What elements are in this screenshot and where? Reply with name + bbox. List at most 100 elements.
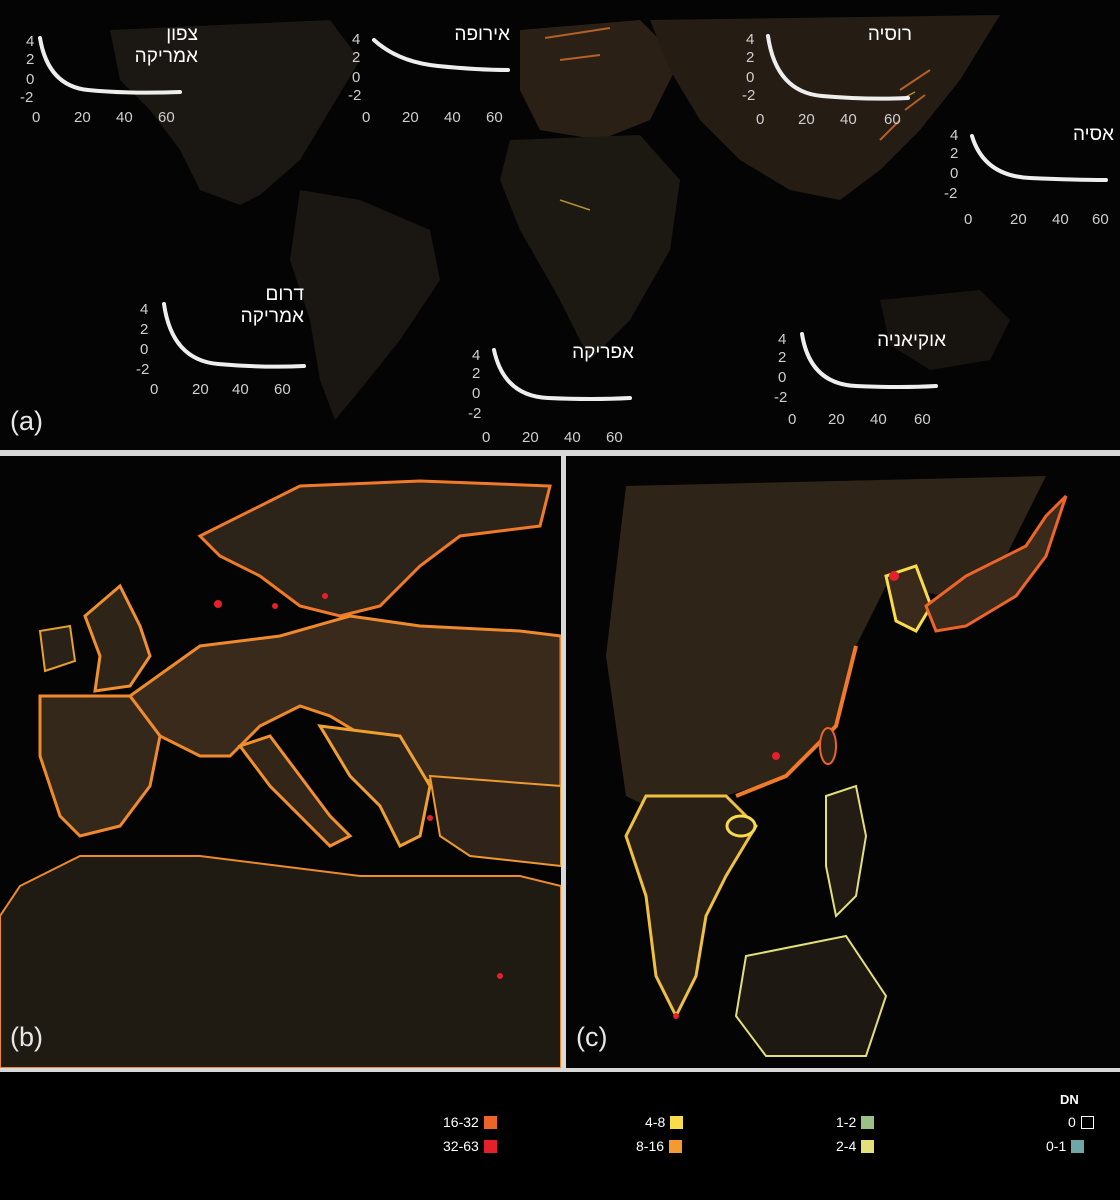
- landmass-japan: [924, 494, 1068, 633]
- region-name-africa: אפריקה: [572, 342, 634, 363]
- landmass-balkans: [317, 724, 432, 849]
- legend-label: 2-4: [836, 1138, 857, 1154]
- legend-label: 0: [1068, 1114, 1076, 1130]
- north-america-curve-chart: 4 2 0 -2 0 20 40 60: [20, 33, 182, 126]
- xtick: 20: [1010, 211, 1027, 228]
- region-curve: [372, 38, 510, 72]
- landmass-italy: [237, 734, 353, 848]
- ytick: 2: [472, 365, 480, 382]
- landmass-iberia: [38, 694, 162, 838]
- legend-label: 0-1: [1046, 1138, 1067, 1154]
- ytick: 4: [352, 31, 360, 48]
- landmass-oceania: [880, 290, 1010, 370]
- xtick: 60: [486, 109, 503, 126]
- ytick: 2: [26, 51, 34, 68]
- landmass-europe: [520, 20, 680, 140]
- legend-label: 1-2: [836, 1114, 857, 1130]
- east-asia-map: [606, 476, 1068, 1057]
- panel-label-b: (b): [10, 1022, 43, 1052]
- ytick: 2: [778, 349, 786, 366]
- region-south-america: 4 2 0 -2 0 20 40 60 דרום אמריקה: [136, 284, 316, 404]
- xtick: 0: [964, 211, 972, 228]
- legend-item-2-4: 2-4: [836, 1138, 875, 1154]
- landmass-ireland: [38, 624, 77, 673]
- ytick: 4: [472, 347, 480, 364]
- ytick: 2: [746, 49, 754, 66]
- xtick: 60: [158, 109, 175, 126]
- ytick: 0: [746, 69, 754, 86]
- landmass-south-america: [290, 190, 440, 420]
- ytick: -2: [944, 185, 957, 202]
- europe-curve-chart: 4 2 0 -2 0 20 40 60: [348, 31, 510, 126]
- xtick: 40: [444, 109, 461, 126]
- landmass-africa: [500, 135, 680, 360]
- xtick: 0: [362, 109, 370, 126]
- region-name-north-america: צפון אמריקה: [134, 24, 198, 67]
- xtick: 0: [756, 111, 764, 128]
- xtick: 20: [522, 429, 539, 446]
- xtick: 0: [32, 109, 40, 126]
- xtick: 20: [828, 411, 845, 428]
- landmass-britain: [83, 583, 152, 693]
- oceania-curve-chart: 4 2 0 -2 0 20 40 60: [774, 331, 938, 428]
- xtick: 40: [564, 429, 581, 446]
- europe-map: [0, 479, 561, 1068]
- east-asia-map-panel: (c): [566, 456, 1120, 1068]
- ytick: -2: [20, 89, 33, 106]
- xtick: 40: [116, 109, 133, 126]
- legend-item-32-63: 32-63: [443, 1138, 497, 1154]
- landmass-turkey: [428, 774, 561, 868]
- legend-item-4-8: 4-8: [645, 1114, 684, 1130]
- landmass-korea: [884, 564, 933, 633]
- legend-swatch: [861, 1115, 875, 1129]
- ytick: 0: [472, 385, 480, 402]
- africa-curve-chart: 4 2 0 -2 0 20 40 60: [468, 347, 632, 446]
- xtick: 40: [840, 111, 857, 128]
- ytick: 4: [746, 31, 754, 48]
- legend-swatch: [483, 1139, 497, 1153]
- ytick: -2: [348, 87, 361, 104]
- world-map: [110, 15, 1010, 420]
- legend-swatch: [483, 1115, 497, 1129]
- region-asia: 4 2 0 -2 0 20 40 60 אסיה: [930, 122, 1118, 237]
- region-curve: [38, 36, 182, 95]
- xtick: 60: [606, 429, 623, 446]
- legend-item-16-32: 16-32: [443, 1114, 497, 1130]
- region-name-europe: אירופה: [454, 24, 510, 45]
- panel-label-a: (a): [10, 406, 43, 436]
- landmass-asia: [650, 15, 1000, 200]
- europe-map-panel: (b): [0, 456, 561, 1068]
- landmass-china: [606, 476, 1046, 816]
- xtick: 20: [192, 381, 209, 398]
- region-curve: [800, 332, 938, 389]
- ytick: 0: [950, 165, 958, 182]
- region-curve: [970, 134, 1108, 182]
- south-america-curve-chart: 4 2 0 -2 0 20 40 60: [136, 301, 306, 398]
- xtick: 20: [798, 111, 815, 128]
- landmass-taiwan: [819, 727, 837, 765]
- region-curve: [492, 348, 632, 401]
- region-name-asia: אסיה: [1073, 124, 1114, 145]
- region-curve: [162, 302, 306, 369]
- region-russia: 4 2 0 -2 0 20 40 60 רוסיה: [742, 24, 922, 136]
- ytick: 4: [26, 33, 34, 50]
- ytick: -2: [774, 389, 787, 406]
- panel-label-c: (c): [576, 1022, 608, 1052]
- landmass-scandinavia: [197, 479, 552, 618]
- ytick: 0: [140, 341, 148, 358]
- legend-item-0-1: 0-1: [1046, 1138, 1085, 1154]
- horizontal-separator: [0, 450, 1120, 456]
- landmass-north-america: [110, 20, 360, 205]
- ytick: 4: [950, 127, 958, 144]
- ytick: 0: [26, 71, 34, 88]
- dn-legend: DN 0 0-1 1-2 2-4 4-8 8-16 16-32 32-63: [0, 1072, 1120, 1200]
- xtick: 60: [884, 111, 901, 128]
- ytick: -2: [468, 405, 481, 422]
- ytick: 4: [140, 301, 148, 318]
- region-oceania: 4 2 0 -2 0 20 40 60 אוקיאניה: [774, 320, 974, 434]
- xtick: 20: [74, 109, 91, 126]
- ytick: -2: [742, 87, 755, 104]
- region-name-russia: רוסיה: [867, 24, 912, 45]
- legend-item-0: 0: [1068, 1114, 1094, 1130]
- region-curve: [766, 34, 910, 101]
